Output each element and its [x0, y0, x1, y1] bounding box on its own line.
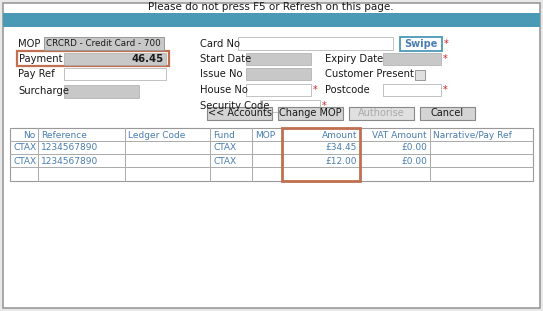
Bar	[17, 51, 169, 66]
Text: CTAX: CTAX	[13, 156, 36, 165]
Text: Change MOP: Change MOP	[279, 109, 342, 118]
Bar	[64, 68, 166, 80]
Text: Postcode: Postcode	[325, 85, 370, 95]
Text: Amount: Amount	[321, 131, 357, 140]
Text: CTAX: CTAX	[213, 143, 236, 152]
Bar	[400, 36, 442, 50]
Text: *: *	[322, 101, 327, 111]
Text: Card No: Card No	[200, 39, 240, 49]
Text: Pay Ref: Pay Ref	[18, 69, 55, 79]
Text: £12.00: £12.00	[325, 156, 357, 165]
Bar	[420, 107, 475, 120]
Text: Authorise: Authorise	[358, 109, 405, 118]
Text: Customer Present: Customer Present	[325, 69, 414, 79]
Bar	[415, 69, 425, 80]
Bar	[3, 13, 540, 27]
Text: << Accounts: << Accounts	[207, 109, 272, 118]
Bar	[44, 37, 164, 50]
Bar	[246, 83, 311, 95]
Bar	[246, 67, 311, 80]
Bar	[10, 128, 533, 181]
Text: No: No	[23, 131, 35, 140]
Bar	[383, 83, 441, 95]
Text: Start Date: Start Date	[200, 54, 251, 64]
Text: VAT Amount: VAT Amount	[372, 131, 427, 140]
Text: 1234567890: 1234567890	[41, 156, 98, 165]
Text: Fund: Fund	[213, 131, 235, 140]
Bar	[349, 107, 414, 120]
Text: Cancel: Cancel	[431, 109, 464, 118]
Text: Security Code: Security Code	[200, 101, 269, 111]
Text: CTAX: CTAX	[13, 143, 36, 152]
Text: 46.45: 46.45	[132, 54, 164, 64]
Text: £0.00: £0.00	[401, 143, 427, 152]
Text: Swipe: Swipe	[405, 39, 438, 49]
Text: *: *	[443, 54, 448, 64]
Text: *: *	[443, 85, 448, 95]
Text: MOP: MOP	[255, 131, 275, 140]
Text: CTAX: CTAX	[213, 156, 236, 165]
Bar	[282, 128, 360, 181]
Text: Payment: Payment	[19, 54, 62, 64]
Text: £0.00: £0.00	[401, 156, 427, 165]
Bar	[64, 53, 166, 65]
Bar	[207, 107, 272, 120]
Text: House No: House No	[200, 85, 248, 95]
Text: MOP: MOP	[18, 39, 40, 49]
Text: Reference: Reference	[41, 131, 87, 140]
Bar	[238, 37, 393, 50]
Bar	[278, 107, 343, 120]
Text: Please do not press F5 or Refresh on this page.: Please do not press F5 or Refresh on thi…	[148, 2, 394, 12]
Text: Ledger Code: Ledger Code	[128, 131, 185, 140]
Text: Issue No: Issue No	[200, 69, 243, 79]
Text: Narrative/Pay Ref: Narrative/Pay Ref	[433, 131, 512, 140]
Text: Expiry Date: Expiry Date	[325, 54, 383, 64]
Text: 1234567890: 1234567890	[41, 143, 98, 152]
Text: Surcharge: Surcharge	[18, 86, 69, 96]
Text: CRCRD - Credit Card - 700: CRCRD - Credit Card - 700	[46, 39, 161, 49]
Bar	[260, 100, 320, 112]
Text: £34.45: £34.45	[326, 143, 357, 152]
Bar	[246, 53, 311, 64]
Bar	[64, 85, 139, 98]
Text: *: *	[444, 39, 449, 49]
Text: *: *	[313, 85, 318, 95]
Bar	[383, 53, 441, 64]
